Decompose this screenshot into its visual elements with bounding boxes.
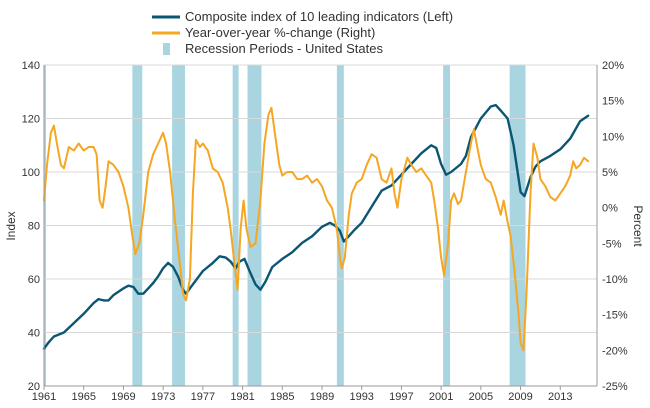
x-tick-label-7: 1989 xyxy=(310,391,334,403)
y-right-tick-label-3: -10% xyxy=(602,274,628,286)
legend-item-0: Composite index of 10 leading indicators… xyxy=(152,9,453,24)
x-tick-label-5: 1981 xyxy=(230,391,254,403)
x-tick-label-13: 2013 xyxy=(548,391,572,403)
y-right-tick-label-8: 15% xyxy=(602,96,624,108)
y-right-tick-label-1: -20% xyxy=(602,345,628,357)
x-tick-label-11: 2005 xyxy=(469,391,493,403)
y-right-tick-label-6: 5% xyxy=(602,167,618,179)
y-left-tick-label-2: 60 xyxy=(28,274,40,286)
y-left-tick-label-6: 140 xyxy=(22,60,40,72)
y-right-tick-label-0: -25% xyxy=(602,381,628,393)
x-tick-label-10: 2001 xyxy=(429,391,453,403)
y-left-tick-label-1: 40 xyxy=(28,328,40,340)
series-lines xyxy=(42,103,590,352)
y-right-tick-label-7: 10% xyxy=(602,131,624,143)
legend-item-1: Year-over-year %-change (Right) xyxy=(152,25,375,40)
axes: 20 40 60 80 100 120 140 -25% -20% -15% -10% -5% 0% 5%… xyxy=(22,60,628,403)
legend-swatch-2 xyxy=(163,43,170,55)
x-tick-label-1: 1965 xyxy=(71,391,95,403)
y-left-tick-label-4: 100 xyxy=(22,167,40,179)
x-tick-label-2: 1969 xyxy=(111,391,135,403)
y-left-tick-label-3: 80 xyxy=(28,221,40,233)
y-left-tick-label-5: 120 xyxy=(22,114,40,126)
y-right-tick-label-5: 0% xyxy=(602,203,618,215)
legend: Composite index of 10 leading indicators… xyxy=(152,9,453,56)
y-right-tick-label-4: -5% xyxy=(602,238,622,250)
x-tick-label-12: 2009 xyxy=(508,391,532,403)
x-tick-label-3: 1973 xyxy=(151,391,175,403)
y-left-tick-label-0: 20 xyxy=(28,381,40,393)
x-tick-label-0: 1961 xyxy=(32,391,56,403)
legend-label-2: Recession Periods - United States xyxy=(185,41,383,56)
legend-label-1: Year-over-year %-change (Right) xyxy=(185,25,375,40)
x-tick-label-8: 1993 xyxy=(349,391,373,403)
series-line-yoy-change xyxy=(43,106,590,352)
x-tick-label-6: 1985 xyxy=(270,391,294,403)
y-right-tick-label-9: 20% xyxy=(602,60,624,72)
gridlines xyxy=(44,64,597,387)
legend-label-0: Composite index of 10 leading indicators… xyxy=(185,9,453,24)
legend-item-2: Recession Periods - United States xyxy=(163,41,383,56)
y-right-tick-label-2: -15% xyxy=(602,310,628,322)
x-tick-label-4: 1977 xyxy=(191,391,215,403)
y-axis-left-title: Index xyxy=(4,211,18,240)
x-tick-label-9: 1997 xyxy=(389,391,413,403)
series-line-composite-index xyxy=(42,103,590,350)
y-axis-right-title: Percent xyxy=(631,205,645,247)
